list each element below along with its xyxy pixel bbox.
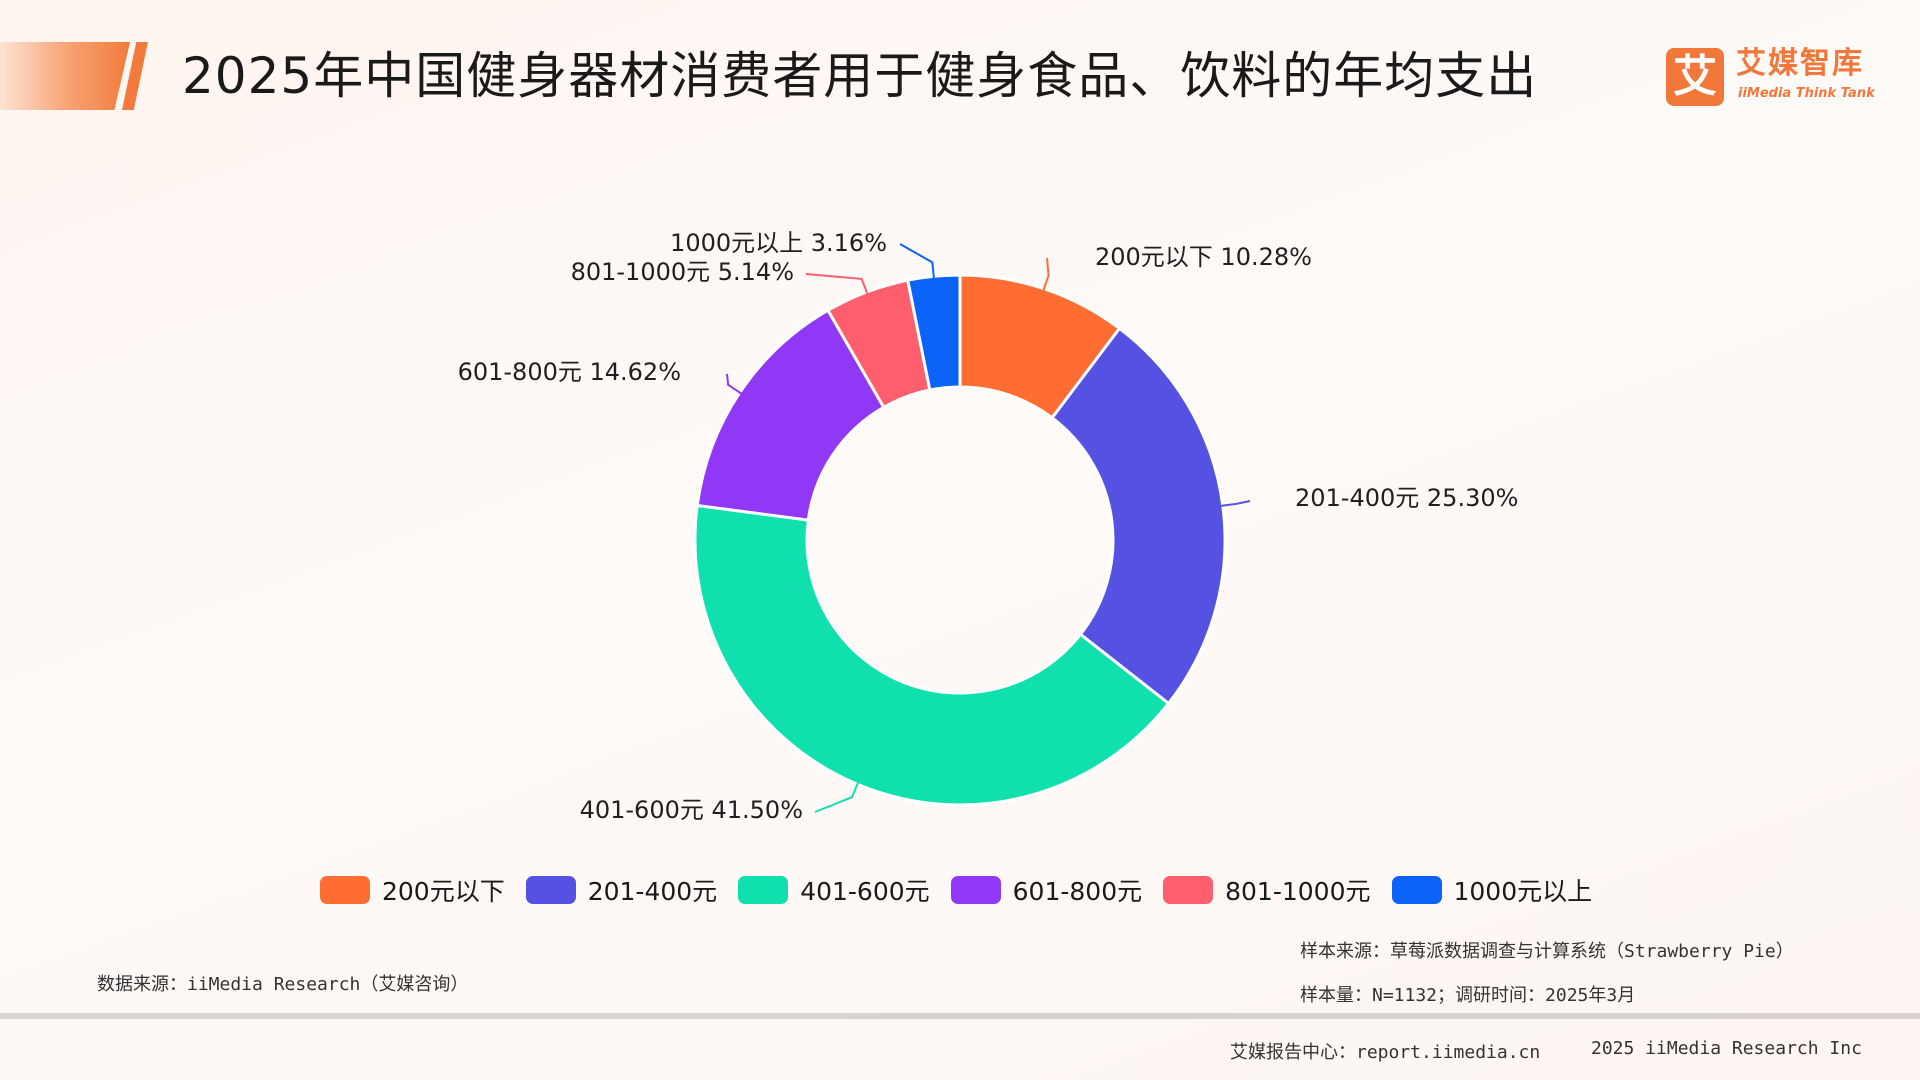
legend-item-2[interactable]: 201-400元: [525, 872, 718, 908]
logo-mark: 艾: [1666, 48, 1724, 106]
slice-label-2: 201-400元 25.30%: [1295, 484, 1518, 512]
legend-label: 200元以下: [382, 877, 505, 906]
legend-item-6[interactable]: 1000元以上: [1391, 872, 1593, 908]
sample-source-note: 样本来源：草莓派数据调查与计算系统（Strawberry Pie）: [1300, 941, 1794, 962]
donut-slice-3: [693, 503, 1171, 807]
report-center-link[interactable]: 艾媒报告中心：report.iimedia.cn: [1230, 1042, 1541, 1063]
leader-line-6: [899, 243, 935, 279]
slice-label-4: 601-800元 14.62%: [458, 358, 681, 386]
donut-slice-6: [905, 273, 962, 392]
leader-line-1: [1042, 257, 1050, 291]
page-title: 2025年中国健身器材消费者用于健身食品、饮料的年均支出: [182, 47, 1538, 105]
data-source-note: 数据来源：iiMedia Research（艾媒咨询）: [97, 974, 469, 995]
legend-label: 201-400元: [587, 877, 718, 906]
legend-swatch: [320, 876, 370, 904]
leader-line-2: [1220, 500, 1251, 507]
legend-swatch: [950, 876, 1001, 904]
legend-swatch: [738, 876, 789, 904]
slice-label-5: 801-1000元 5.14%: [571, 258, 794, 286]
logo-subtitle: iiMedia Think Tank: [1738, 86, 1875, 101]
copyright-text: 2025 iiMedia Research Inc: [1591, 1038, 1862, 1059]
chart-legend: 200元以下 201-400元 401-600元 601-800元 801-1000元 1…: [320, 872, 1613, 908]
legend-label: 601-800元: [1012, 877, 1143, 906]
legend-item-3[interactable]: 401-600元: [738, 872, 930, 908]
legend-label: 1000元以上: [1453, 877, 1593, 906]
slice-label-6: 1000元以上 3.16%: [670, 229, 887, 257]
slice-label-1: 200元以下 10.28%: [1095, 243, 1312, 271]
sample-size-note: 样本量：N=1132；调研时间：2025年3月: [1300, 985, 1636, 1006]
legend-label: 401-600元: [800, 877, 930, 906]
leader-line-3: [814, 782, 860, 813]
legend-swatch: [1391, 876, 1442, 904]
legend-label: 801-1000元: [1225, 877, 1371, 906]
legend-swatch: [1163, 876, 1214, 904]
logo-name: 艾媒智库: [1736, 46, 1864, 81]
legend-swatch: [525, 876, 576, 904]
legend-item-1[interactable]: 200元以下: [320, 872, 505, 908]
legend-item-4[interactable]: 601-800元: [950, 872, 1143, 908]
iimedia-logo: 艾 艾媒智库 iiMedia Think Tank: [1666, 46, 1875, 108]
leader-line-4: [726, 373, 743, 395]
slice-label-3: 401-600元 41.50%: [580, 796, 803, 824]
title-accent-bar: [0, 42, 130, 110]
legend-item-5[interactable]: 801-1000元: [1163, 872, 1371, 908]
donut-slice-2: [1049, 326, 1227, 706]
leader-line-5: [805, 273, 869, 295]
footer-divider: [0, 1013, 1920, 1019]
